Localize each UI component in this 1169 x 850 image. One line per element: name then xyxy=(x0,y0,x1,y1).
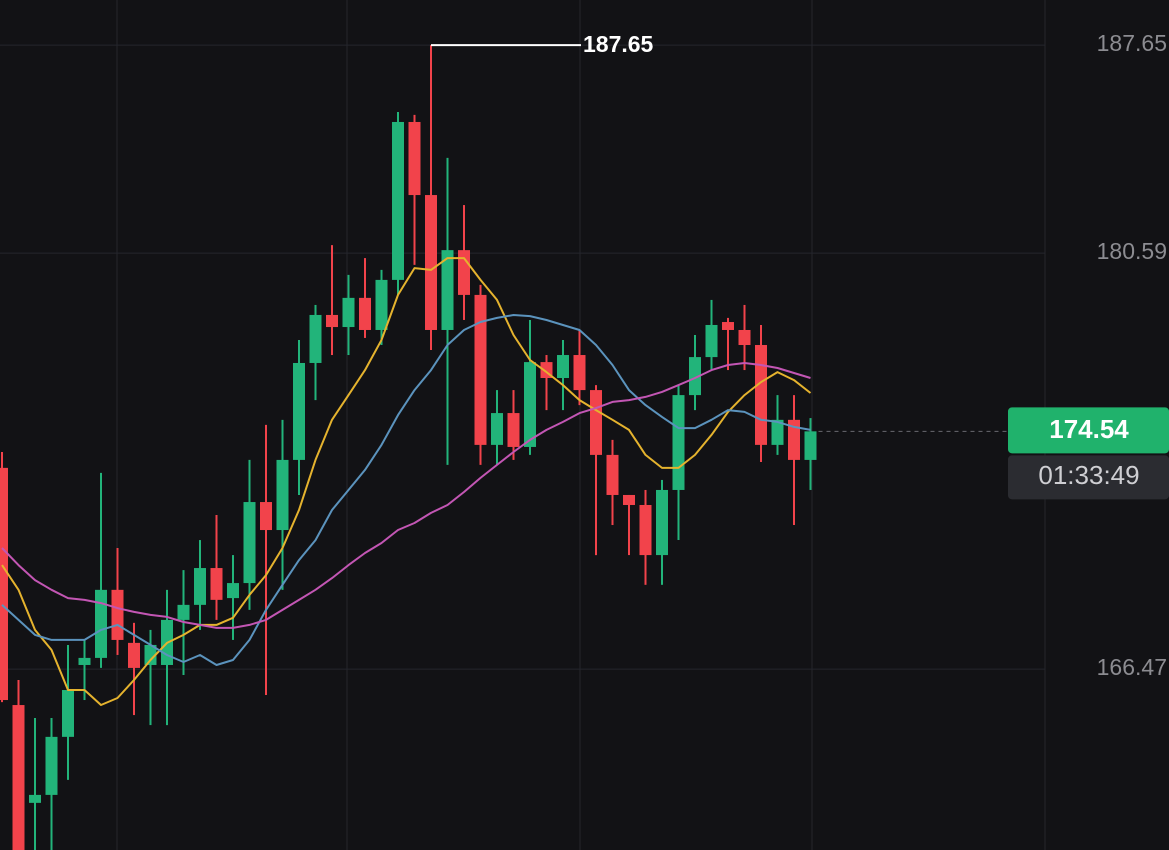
candle-body xyxy=(144,644,157,665)
candle-body xyxy=(12,705,25,850)
candle-body xyxy=(243,502,256,584)
candle-body xyxy=(474,294,487,445)
candle-body xyxy=(78,657,91,665)
candle-body xyxy=(491,413,503,445)
candle-body xyxy=(45,736,58,795)
candle-body xyxy=(425,195,437,330)
candle-body xyxy=(507,413,520,447)
candle-body xyxy=(557,355,569,379)
candle-body xyxy=(111,589,124,640)
last-price-label: 174.54 xyxy=(1049,414,1129,444)
moving-average-line xyxy=(1,362,811,629)
candle-body xyxy=(326,314,338,328)
candle-body xyxy=(722,322,734,330)
candle-body xyxy=(62,690,74,737)
candle-body xyxy=(788,419,800,460)
countdown-box xyxy=(1008,455,1169,500)
candle-body xyxy=(656,489,668,556)
candle-body xyxy=(375,279,388,330)
y-tick-label: 187.65 xyxy=(1097,30,1167,56)
candle-body xyxy=(227,583,239,599)
candle-body xyxy=(276,459,289,531)
candle-body xyxy=(458,250,470,295)
candle-body xyxy=(606,454,619,495)
last-price-tag xyxy=(1008,407,1169,454)
candle-body xyxy=(0,467,8,701)
candle-body xyxy=(128,642,140,668)
y-tick-label: 180.59 xyxy=(1097,238,1167,264)
countdown-label: 01:33:49 xyxy=(1038,460,1139,490)
candle-body xyxy=(95,589,107,658)
candle-body xyxy=(293,362,305,460)
candle-body xyxy=(623,494,635,505)
max-marker-label: 187.65 xyxy=(583,31,654,57)
candle-body xyxy=(804,431,817,460)
y-tick-label: 166.47 xyxy=(1097,654,1167,680)
candle-body xyxy=(738,329,751,346)
moving-average-line xyxy=(1,314,811,666)
candle-body xyxy=(210,568,223,600)
candle-body xyxy=(689,357,701,396)
candle-body xyxy=(194,568,206,605)
candle-body xyxy=(408,121,421,196)
candle-body xyxy=(590,390,602,455)
candle-body xyxy=(705,324,718,358)
candle-body xyxy=(260,502,272,531)
candle-body xyxy=(441,250,454,330)
candle-body xyxy=(524,362,536,447)
candle-body xyxy=(672,395,685,490)
candle-body xyxy=(177,604,190,620)
candle-body xyxy=(771,419,784,445)
moving-average-line xyxy=(1,257,812,706)
candle-body xyxy=(309,314,322,363)
candle-body xyxy=(392,121,404,280)
candle-body xyxy=(359,297,371,330)
candle-body xyxy=(639,504,652,556)
candle-body xyxy=(29,794,41,803)
candle-body xyxy=(755,345,767,445)
candle-body xyxy=(573,355,586,391)
candle-body xyxy=(342,297,355,328)
